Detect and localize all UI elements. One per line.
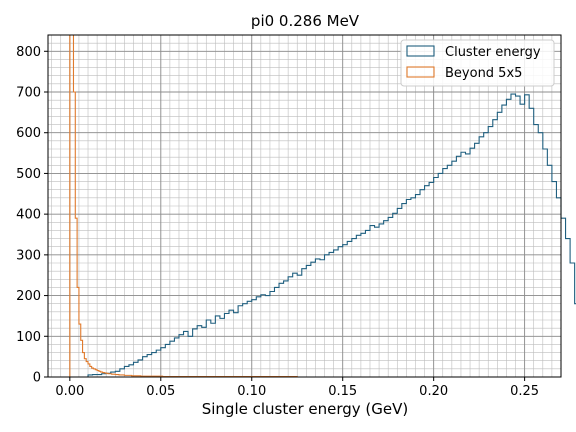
legend-label: Cluster energy (445, 45, 541, 60)
x-tick-label: 0.10 (237, 384, 266, 399)
y-tick-label: 600 (16, 126, 41, 141)
y-tick-label: 800 (16, 45, 41, 60)
x-tick-label: 0.05 (146, 384, 175, 399)
plot-area: 0.00 0.05 0.10 0.15 0.20 0.25 0 100 200 300 400 500… (16, 35, 576, 399)
x-tick-label: 0.25 (510, 384, 539, 399)
y-tick-label: 200 (16, 289, 41, 304)
x-tick-label: 0.15 (328, 384, 357, 399)
x-tick-label: 0.20 (419, 384, 448, 399)
y-tick-label: 500 (16, 167, 41, 182)
x-axis-label: Single cluster energy (GeV) (202, 400, 409, 418)
y-tick-label: 400 (16, 208, 41, 223)
legend-label: Beyond 5x5 (445, 66, 522, 81)
y-tick-label: 100 (16, 330, 41, 345)
y-tick-label: 700 (16, 86, 41, 101)
y-tick-label: 0 (33, 371, 41, 386)
legend: Cluster energy Beyond 5x5 (401, 40, 554, 86)
x-tick-label: 0.00 (55, 384, 84, 399)
chart-title: pi0 0.286 MeV (251, 12, 360, 30)
y-tick-label: 300 (16, 248, 41, 263)
